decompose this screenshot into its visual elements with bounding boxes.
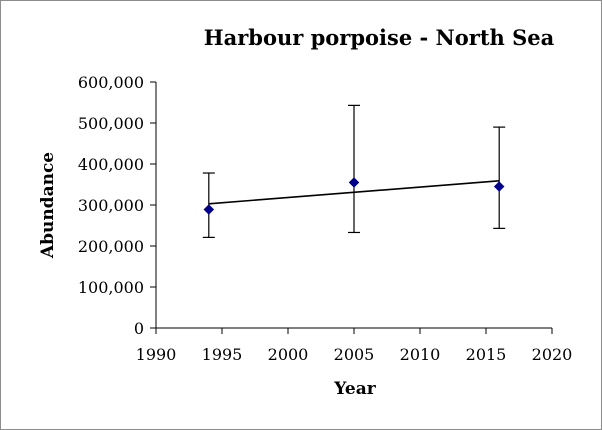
data-point-marker (348, 177, 360, 188)
y-tick-label: 200,000 (78, 237, 144, 256)
y-tick-label: 600,000 (78, 73, 144, 92)
y-tick-label: 300,000 (78, 196, 144, 215)
error-bars (202, 104, 506, 238)
y-axis-title: Abundance (38, 152, 58, 259)
data-markers (203, 177, 505, 215)
x-axis-title: Year (333, 379, 376, 399)
x-tick-label: 2005 (334, 345, 375, 364)
x-tick-label: 1990 (136, 345, 177, 364)
x-tick-label: 2000 (268, 345, 309, 364)
y-tick-label: 500,000 (78, 114, 144, 133)
trendline (208, 180, 500, 205)
chart-title: Harbour porpoise - North Sea (204, 25, 555, 50)
data-point-marker (493, 181, 505, 192)
data-point-marker (203, 204, 215, 215)
y-tick-label: 0 (134, 319, 144, 338)
y-tick-label: 100,000 (78, 278, 144, 297)
x-tick-label: 2015 (466, 345, 507, 364)
y-axis-ticks: 0 100,000 200,000 300,000 400,000 500,000 600,… (78, 73, 156, 338)
x-tick-label: 2010 (400, 345, 441, 364)
x-tick-label: 1995 (202, 345, 243, 364)
y-tick-label: 400,000 (78, 155, 144, 174)
plot-area: 0 100,000 200,000 300,000 400,000 500,000 600,… (78, 73, 573, 364)
x-tick-label: 2020 (532, 345, 573, 364)
x-axis-ticks: 1990 1995 2000 2005 2010 2015 2020 (136, 328, 573, 364)
